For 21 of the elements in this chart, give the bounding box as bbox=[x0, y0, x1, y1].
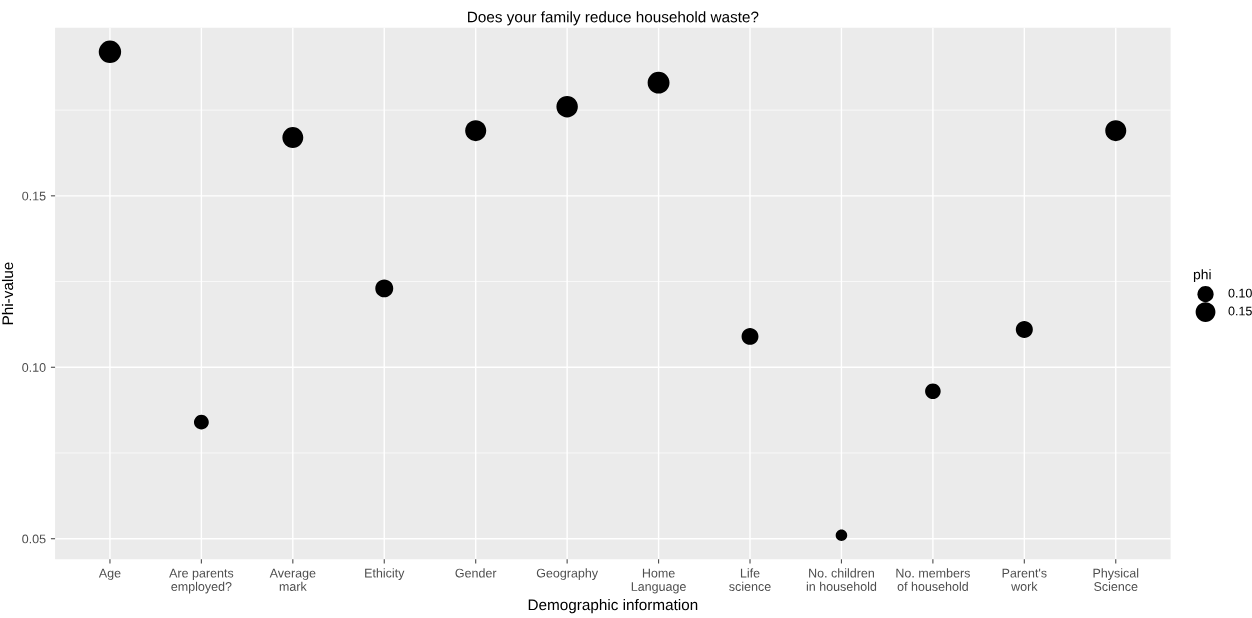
x-tick-label: Home Language bbox=[631, 568, 686, 594]
legend-label: 0.10 bbox=[1228, 288, 1252, 298]
y-axis-title: Phi-value bbox=[1, 262, 14, 325]
chart-subtitle: Does your family reduce household waste? bbox=[468, 11, 759, 26]
x-tick-label: Ethicity bbox=[365, 568, 405, 580]
x-tick-label: Average mark bbox=[269, 568, 316, 591]
x-axis-title: Demographic information bbox=[528, 598, 698, 614]
x-tick-label: Parent's work bbox=[1002, 568, 1047, 591]
x-tick-label: Physical Science bbox=[1093, 568, 1139, 591]
y-tick-label: 0.10 bbox=[22, 363, 46, 372]
x-tick-label: Age bbox=[98, 568, 121, 580]
y-tick-label: 0.15 bbox=[22, 191, 46, 201]
x-tick-label: Are parents employed? bbox=[169, 568, 234, 594]
legend-title: phi bbox=[1193, 269, 1211, 283]
x-tick-label: No. members of household bbox=[896, 568, 970, 591]
x-tick-label: No. children in household bbox=[806, 568, 877, 591]
x-tick-label: Gender bbox=[455, 568, 497, 578]
x-tick-label: Geography bbox=[536, 568, 599, 580]
x-tick-label: Life science bbox=[729, 568, 771, 591]
legend-label: 0.15 bbox=[1228, 306, 1252, 316]
y-tick-label: 0.05 bbox=[22, 534, 46, 544]
